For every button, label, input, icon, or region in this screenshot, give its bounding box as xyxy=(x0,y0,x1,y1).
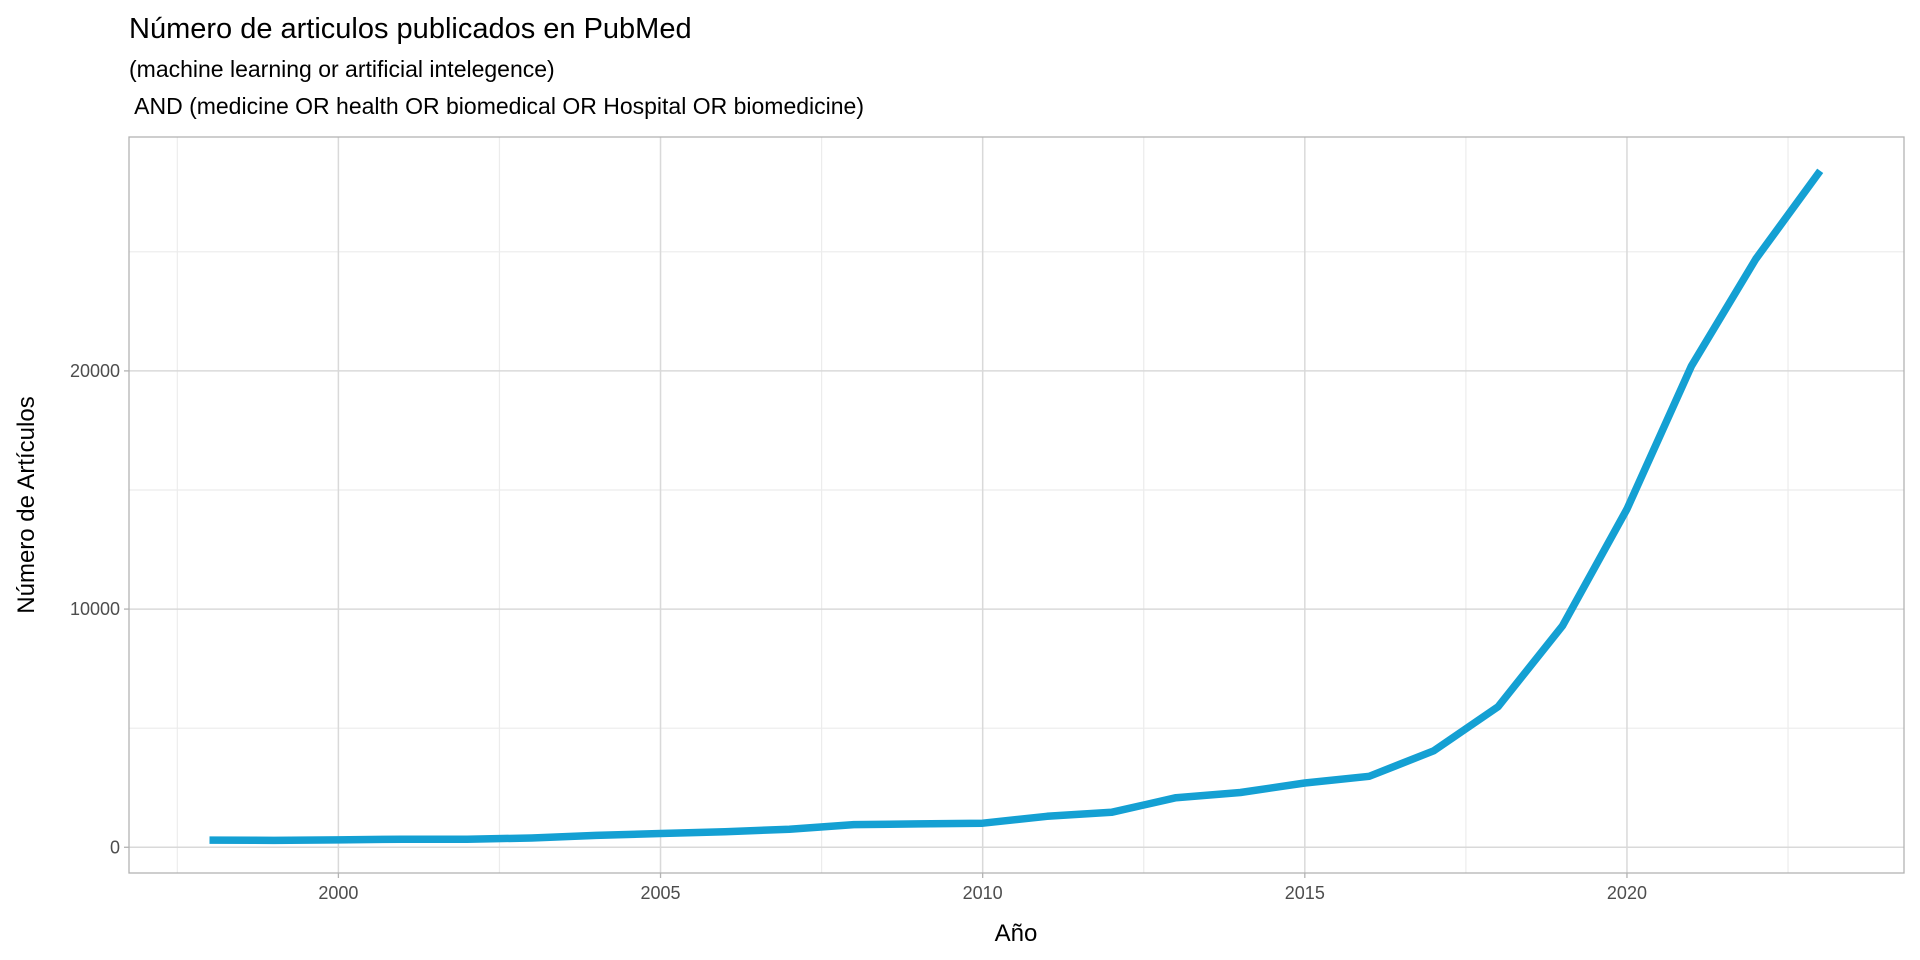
x-tick-label: 2015 xyxy=(1285,883,1325,903)
chart-title: Número de articulos publicados en PubMed xyxy=(129,13,692,45)
grid xyxy=(129,137,1904,873)
x-tick-label: 2020 xyxy=(1607,883,1647,903)
axes: 2000 2005 2010 2015 2020 0 10000 20000 xyxy=(70,361,1647,903)
y-tick-label: 0 xyxy=(110,837,120,857)
chart-subtitle-line-2: AND (medicine OR health OR biomedical OR… xyxy=(129,93,864,119)
series-line-group xyxy=(209,168,1824,845)
y-tick-label: 20000 xyxy=(70,361,120,381)
panel-border xyxy=(128,136,1905,874)
chart-subtitle-line-1: (machine learning or artificial intelege… xyxy=(129,56,555,82)
x-tick-label: 2010 xyxy=(963,883,1003,903)
x-tick-label: 2005 xyxy=(641,883,681,903)
x-axis-title: Año xyxy=(995,920,1038,947)
y-axis-title: Número de Artículos xyxy=(13,396,40,613)
series-line xyxy=(209,168,1824,845)
y-tick-label: 10000 xyxy=(70,599,120,619)
x-tick-label: 2000 xyxy=(318,883,358,903)
